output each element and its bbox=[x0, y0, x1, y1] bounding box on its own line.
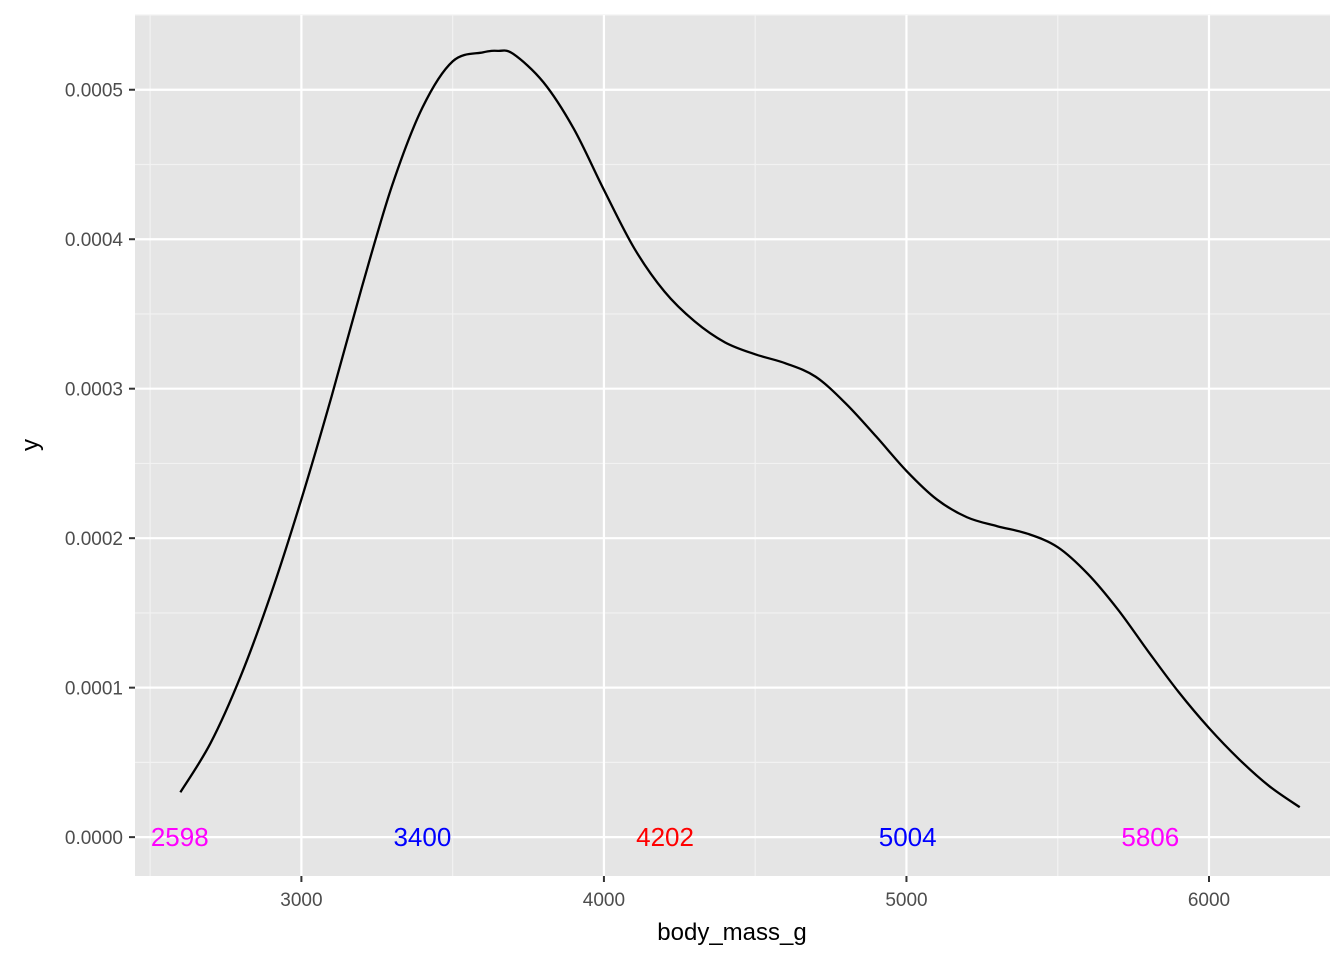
x-tick-label: 5000 bbox=[885, 890, 927, 911]
grid-minor-lines bbox=[135, 14, 1330, 876]
y-tick-label: 0.0002 bbox=[65, 529, 123, 550]
y-tick-label: 0.0003 bbox=[65, 380, 123, 401]
x-tick-label: 3000 bbox=[280, 890, 322, 911]
y-axis-title: y bbox=[17, 439, 44, 451]
y-tick-labels: 0.0000 0.0001 0.0002 0.0003 0.0004 0.0005 bbox=[65, 81, 124, 849]
grid-major-lines bbox=[135, 15, 1330, 876]
y-tick-label: 0.0005 bbox=[65, 81, 123, 102]
x-tick-labels: 3000 4000 5000 6000 bbox=[280, 890, 1230, 911]
series-layer bbox=[179, 49, 1301, 809]
annotation-layer: 2598 3400 4202 5004 5806 bbox=[151, 822, 1179, 852]
x-tick-label: 4000 bbox=[583, 890, 625, 911]
axis-ticks bbox=[129, 88, 1210, 882]
quantile-label: 2598 bbox=[151, 822, 209, 852]
quantile-label: 5004 bbox=[879, 822, 937, 852]
y-tick-label: 0.0004 bbox=[65, 230, 124, 251]
panel-background bbox=[135, 15, 1330, 876]
quantile-label: 3400 bbox=[393, 822, 451, 852]
x-tick-label: 6000 bbox=[1188, 890, 1230, 911]
x-axis-title: body_mass_g bbox=[657, 919, 806, 946]
density-curve bbox=[179, 49, 1301, 809]
y-tick-label: 0.0000 bbox=[65, 828, 123, 849]
y-tick-label: 0.0001 bbox=[65, 679, 123, 700]
quantile-label: 5806 bbox=[1121, 822, 1179, 852]
quantile-label: 4202 bbox=[636, 822, 694, 852]
